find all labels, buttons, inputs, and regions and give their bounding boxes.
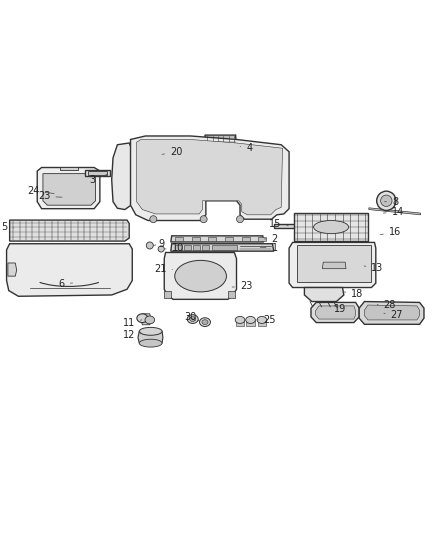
Ellipse shape	[139, 327, 162, 335]
Polygon shape	[205, 135, 237, 155]
Polygon shape	[7, 244, 132, 296]
Text: 2: 2	[265, 234, 278, 244]
Text: 16: 16	[380, 228, 401, 237]
Polygon shape	[10, 220, 129, 241]
Circle shape	[381, 195, 392, 206]
Text: 1: 1	[260, 243, 278, 253]
Bar	[202, 245, 209, 251]
Text: 4: 4	[240, 143, 252, 154]
Polygon shape	[246, 320, 255, 326]
Polygon shape	[304, 287, 344, 302]
Text: 14: 14	[383, 207, 404, 217]
Text: 30: 30	[184, 312, 196, 322]
Bar	[258, 237, 266, 241]
Bar	[175, 245, 182, 251]
Polygon shape	[289, 243, 376, 287]
Ellipse shape	[139, 339, 162, 347]
Ellipse shape	[257, 317, 267, 324]
Polygon shape	[322, 262, 346, 269]
Polygon shape	[141, 314, 151, 325]
Bar	[175, 237, 183, 241]
Polygon shape	[164, 253, 237, 300]
Circle shape	[158, 246, 164, 252]
Ellipse shape	[314, 221, 349, 233]
Polygon shape	[131, 136, 289, 221]
Text: 28: 28	[377, 300, 396, 310]
Bar	[164, 290, 171, 298]
Bar	[225, 237, 233, 241]
Ellipse shape	[145, 316, 155, 324]
Bar	[208, 237, 216, 241]
Ellipse shape	[246, 317, 255, 324]
Polygon shape	[294, 213, 368, 241]
Circle shape	[377, 191, 396, 211]
Text: 8: 8	[385, 197, 398, 207]
Ellipse shape	[137, 314, 148, 322]
Polygon shape	[8, 263, 17, 276]
Circle shape	[237, 216, 244, 223]
Polygon shape	[138, 332, 163, 343]
Bar	[228, 290, 235, 298]
Polygon shape	[258, 320, 266, 326]
Text: 23: 23	[38, 191, 62, 201]
Polygon shape	[137, 140, 283, 215]
Polygon shape	[171, 244, 274, 251]
Polygon shape	[37, 167, 100, 209]
Circle shape	[150, 216, 157, 223]
Text: 18: 18	[344, 289, 364, 298]
Polygon shape	[297, 246, 371, 282]
Ellipse shape	[190, 317, 196, 321]
Polygon shape	[364, 305, 420, 320]
Ellipse shape	[175, 260, 226, 292]
Bar	[242, 237, 250, 241]
Ellipse shape	[200, 318, 210, 327]
Ellipse shape	[202, 320, 208, 325]
Text: 10: 10	[165, 243, 184, 253]
Text: 25: 25	[257, 315, 276, 325]
Polygon shape	[60, 167, 78, 170]
Bar	[184, 245, 191, 251]
Text: 15: 15	[269, 220, 288, 229]
Bar	[192, 237, 200, 241]
Circle shape	[200, 216, 207, 223]
Polygon shape	[43, 174, 95, 205]
Polygon shape	[274, 223, 298, 228]
Text: 6: 6	[59, 279, 73, 289]
Circle shape	[146, 242, 153, 249]
Text: 11: 11	[123, 318, 142, 328]
Text: 12: 12	[123, 330, 141, 340]
Polygon shape	[311, 302, 359, 322]
Polygon shape	[315, 306, 356, 319]
Polygon shape	[88, 171, 107, 175]
Text: 27: 27	[384, 310, 403, 320]
Text: 9: 9	[153, 239, 165, 249]
Text: 13: 13	[364, 263, 384, 273]
Text: 19: 19	[334, 304, 346, 314]
Polygon shape	[171, 236, 264, 242]
Text: 3: 3	[89, 174, 108, 185]
Text: 20: 20	[162, 147, 182, 157]
Polygon shape	[236, 320, 244, 326]
Text: 23: 23	[232, 281, 252, 291]
Polygon shape	[359, 302, 424, 324]
Text: 5: 5	[2, 222, 14, 232]
Ellipse shape	[187, 314, 198, 324]
Polygon shape	[112, 143, 135, 209]
Polygon shape	[85, 170, 110, 176]
Bar	[193, 245, 200, 251]
Polygon shape	[369, 208, 420, 215]
Ellipse shape	[235, 317, 245, 324]
Text: 21: 21	[154, 264, 173, 274]
Bar	[212, 245, 237, 251]
Text: 24: 24	[27, 186, 54, 196]
